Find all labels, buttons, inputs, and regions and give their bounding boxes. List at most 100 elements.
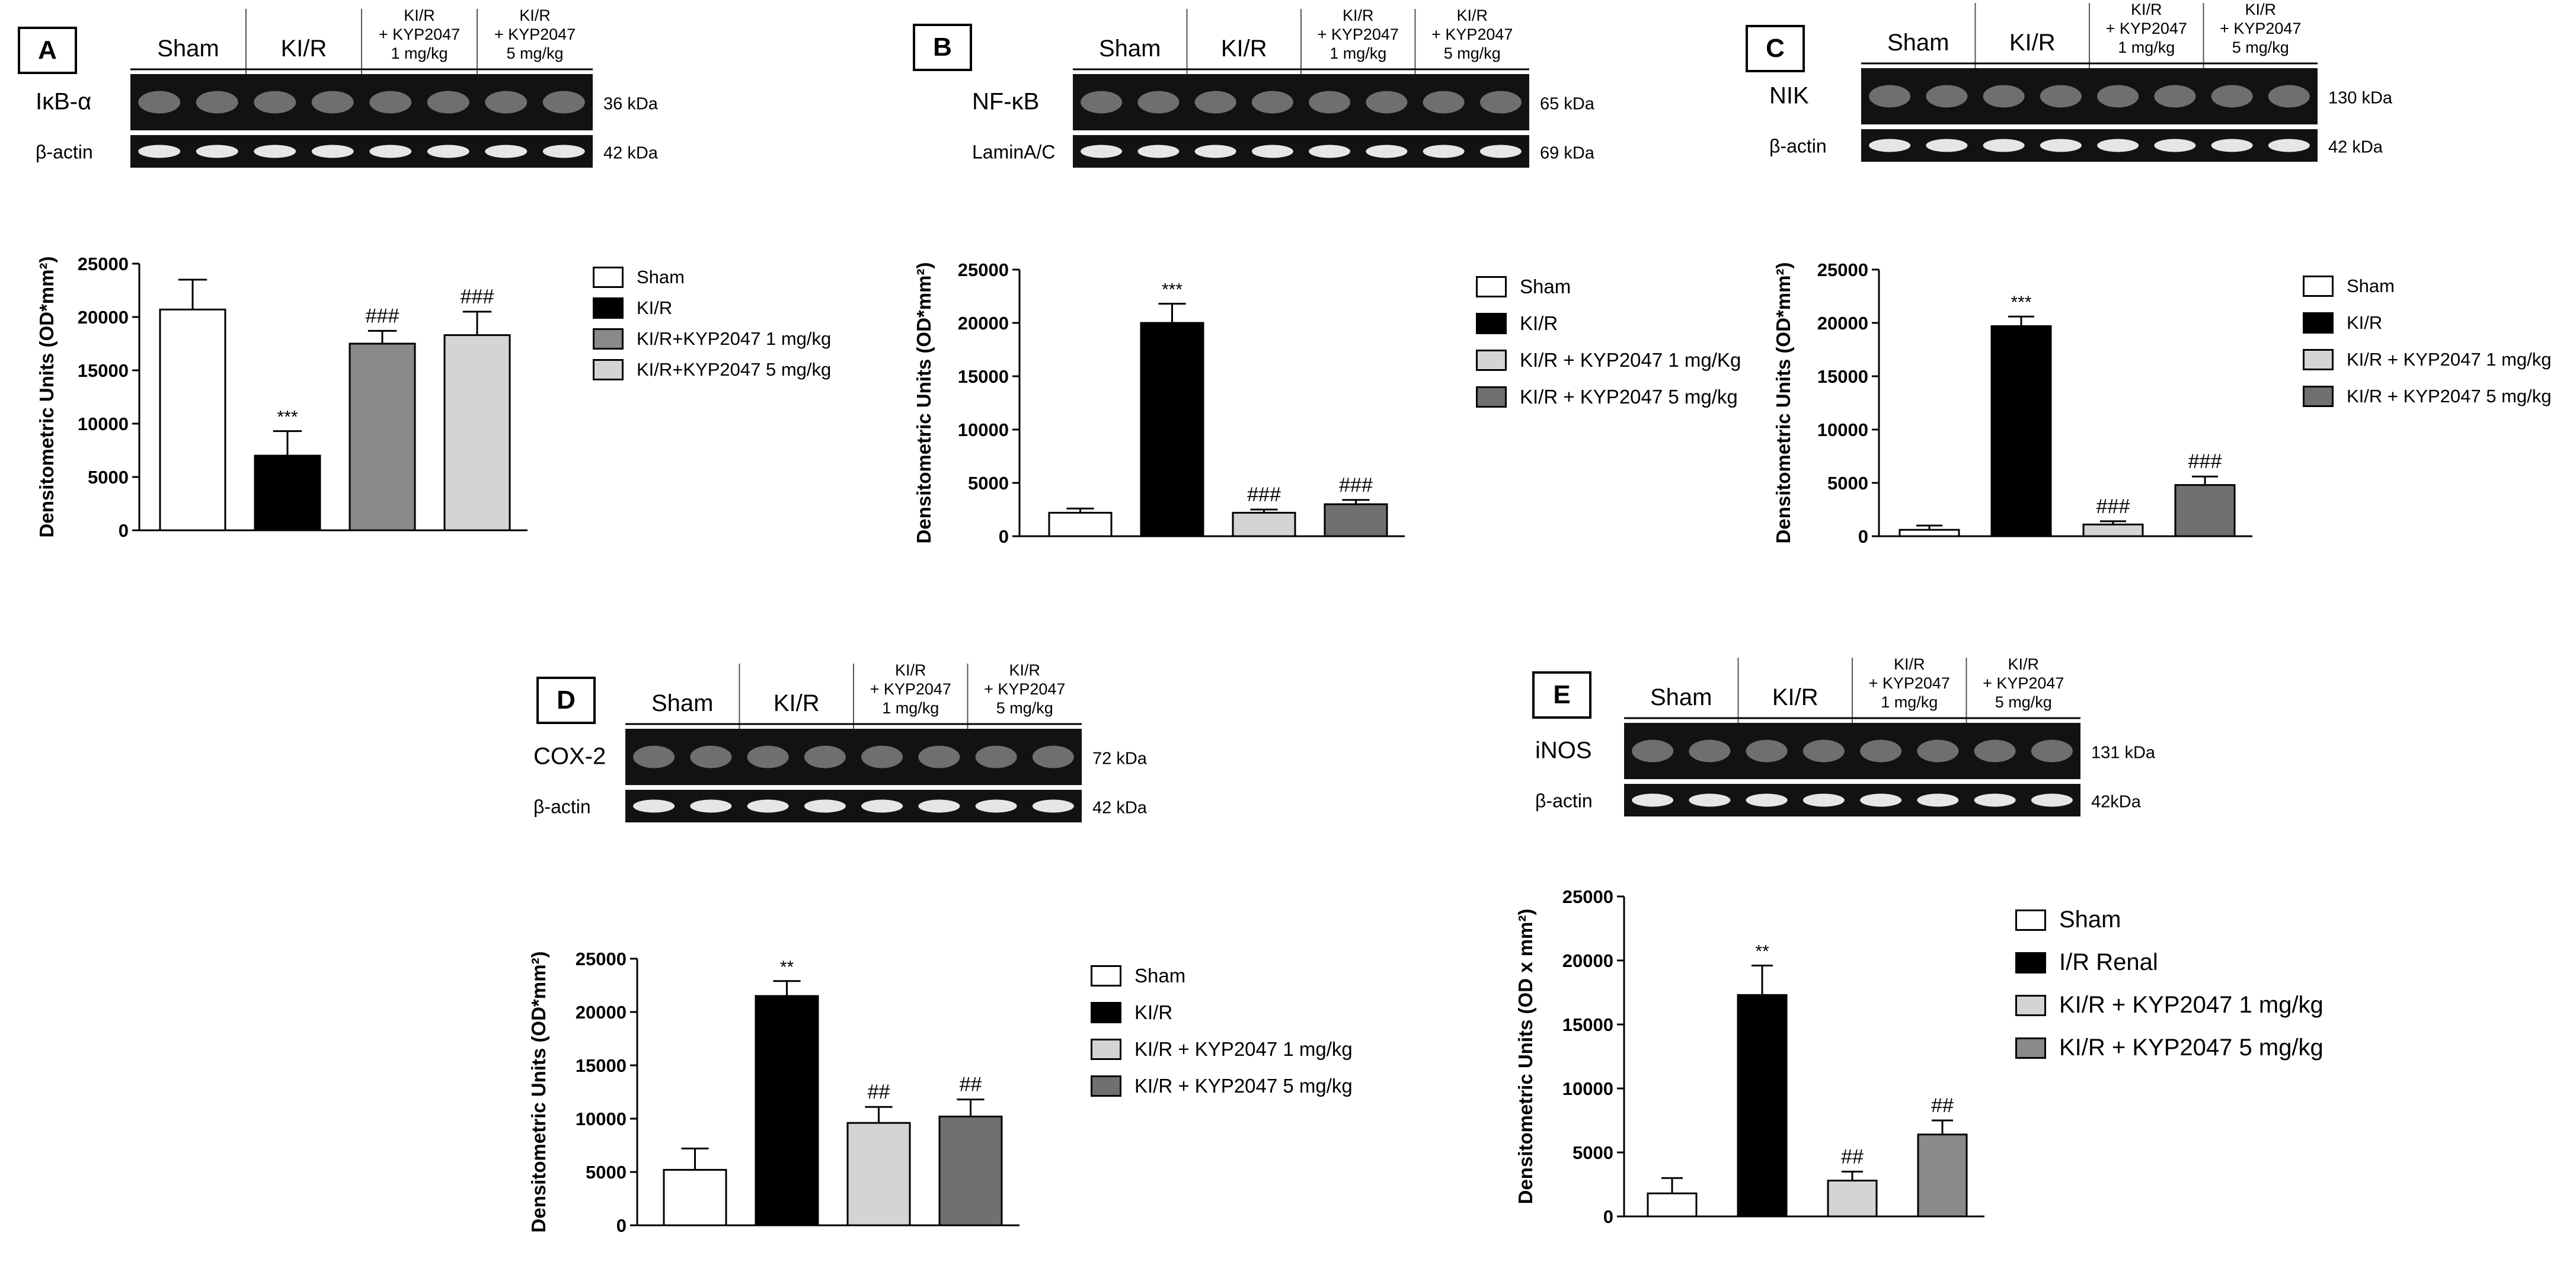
- bar: [1140, 322, 1204, 537]
- blot-band: [1137, 145, 1180, 158]
- significance-label: ##: [868, 1081, 890, 1103]
- blot-band: [1366, 145, 1408, 158]
- lane-label: KI/R: [774, 690, 820, 716]
- bar-chart-c: 0 5000 10000 15000 20000 25000 Densitometric U…: [1772, 260, 2252, 547]
- significance-label: ###: [1339, 474, 1373, 497]
- blot-band: [633, 799, 675, 813]
- blot-band: [1194, 91, 1236, 114]
- lane-label: KI/R + KYP2047 5 mg/kg: [1983, 655, 2064, 711]
- blot-band: [1479, 91, 1522, 114]
- blot-band: [1194, 145, 1236, 158]
- y-tick-label: 5000: [1573, 1142, 1613, 1163]
- legend-item: KI/R + KYP2047 5 mg/kg: [1091, 1075, 1353, 1097]
- blot-band: [1917, 739, 1959, 763]
- protein-label: β-actin: [36, 142, 93, 163]
- blot-band: [542, 145, 585, 158]
- legend-swatch: [2015, 952, 2046, 973]
- bar-chart-d: 0 5000 10000 15000 20000 25000 Densitometric U…: [528, 949, 1019, 1236]
- significance-label: ***: [277, 408, 298, 427]
- y-axis-label: Densitometric Units (OD x mm²): [1514, 909, 1536, 1205]
- significance-label: ##: [1931, 1094, 1954, 1117]
- y-axis-label: Densitometric Units (OD*mm²): [913, 262, 935, 544]
- blot-band: [1974, 739, 2016, 763]
- legend-item: KI/R + KYP2047 1 mg/kg: [2303, 349, 2552, 370]
- blot-band: [1309, 91, 1351, 114]
- legend-label: KI/R + KYP2047 1 mg/kg: [2347, 349, 2552, 370]
- blot-band: [1081, 145, 1123, 158]
- significance-label: ###: [2188, 450, 2222, 473]
- legend-swatch: [2303, 276, 2334, 297]
- bar: [1647, 1192, 1698, 1218]
- lane-label: Sham: [1099, 36, 1161, 62]
- legend-item: KI/R: [1476, 312, 1558, 335]
- blot-band: [138, 145, 181, 158]
- legend-swatch: [1091, 1002, 1121, 1023]
- y-tick-label: 0: [1858, 526, 1868, 547]
- significance-label: ***: [2011, 293, 2031, 312]
- blot-band: [1081, 91, 1123, 114]
- legend-item: Sham: [1476, 276, 1571, 298]
- y-tick-label: 10000: [78, 414, 129, 434]
- legend-swatch: [593, 267, 624, 288]
- legend-item: I/R Renal: [2015, 949, 2158, 976]
- blot-band: [138, 91, 181, 114]
- bar: [938, 1115, 1003, 1226]
- bar: [2174, 484, 2236, 537]
- blot-band: [861, 799, 903, 813]
- blot-band: [1251, 91, 1293, 114]
- kda-label: 42kDa: [2091, 793, 2142, 812]
- legend-label: Sham: [1520, 276, 1571, 297]
- bar: [1917, 1133, 1968, 1218]
- significance-label: ###: [461, 286, 494, 308]
- y-tick-label: 5000: [1827, 473, 1868, 494]
- significance-label: ***: [1162, 280, 1182, 300]
- blot-band: [1869, 85, 1911, 108]
- blot-band: [1423, 145, 1465, 158]
- significance-label: ##: [960, 1074, 982, 1096]
- bar: [755, 995, 819, 1226]
- blot-band: [2040, 139, 2082, 152]
- bar: [2082, 523, 2144, 537]
- blot-band: [427, 145, 469, 158]
- western-blot-d: Sham KI/R KI/R + KYP2047 1 mg/kg KI/R + KYP204…: [533, 661, 1148, 822]
- blot-band: [2211, 139, 2253, 152]
- legend-item: Sham: [593, 267, 685, 288]
- legend-swatch: [593, 359, 624, 380]
- kda-label: 131 kDa: [2091, 744, 2156, 763]
- blot-band: [918, 745, 960, 768]
- legend-swatch: [1476, 386, 1507, 408]
- y-tick-label: 15000: [1817, 366, 1868, 387]
- protein-label: NIK: [1769, 83, 1809, 109]
- bar: [1990, 325, 2052, 537]
- legend-label: KI/R + KYP2047 5 mg/kg: [2059, 1035, 2323, 1061]
- bar: [1827, 1180, 1878, 1218]
- legend-swatch: [2015, 994, 2046, 1016]
- blot-band: [1137, 91, 1180, 114]
- blot-band: [975, 799, 1017, 813]
- blot-band: [1032, 799, 1074, 813]
- blot-band: [369, 91, 412, 114]
- blot-band: [1032, 745, 1074, 768]
- blot-band: [861, 745, 903, 768]
- blot-band: [804, 745, 846, 768]
- blot-band: [1251, 145, 1293, 158]
- blot-band: [2154, 85, 2196, 108]
- lane-label: KI/R + KYP2047 5 mg/kg: [984, 661, 1065, 717]
- legend-swatch: [593, 328, 624, 350]
- lane-label: KI/R + KYP2047 1 mg/kg: [870, 661, 951, 717]
- kda-label: 36 kDa: [603, 95, 659, 114]
- y-tick-label: 15000: [576, 1055, 627, 1076]
- legend-item: KI/R: [2303, 312, 2382, 334]
- blot-band: [690, 745, 732, 768]
- lane-label: Sham: [651, 690, 714, 716]
- western-blot-e: Sham KI/R KI/R + KYP2047 1 mg/kg KI/R + KYP204…: [1535, 655, 2156, 816]
- bar-chart-a: 0 5000 10000 15000 20000 25000 Densitometric U…: [36, 254, 528, 541]
- legend-swatch: [1476, 276, 1507, 297]
- blot-band: [1423, 91, 1465, 114]
- y-axis-label: Densitometric Units (OD*mm²): [528, 952, 549, 1233]
- significance-label: ###: [366, 305, 399, 327]
- blot-band: [2040, 85, 2082, 108]
- kda-label: 42 kDa: [1092, 799, 1148, 818]
- bar: [349, 342, 416, 531]
- blot-band: [1366, 91, 1408, 114]
